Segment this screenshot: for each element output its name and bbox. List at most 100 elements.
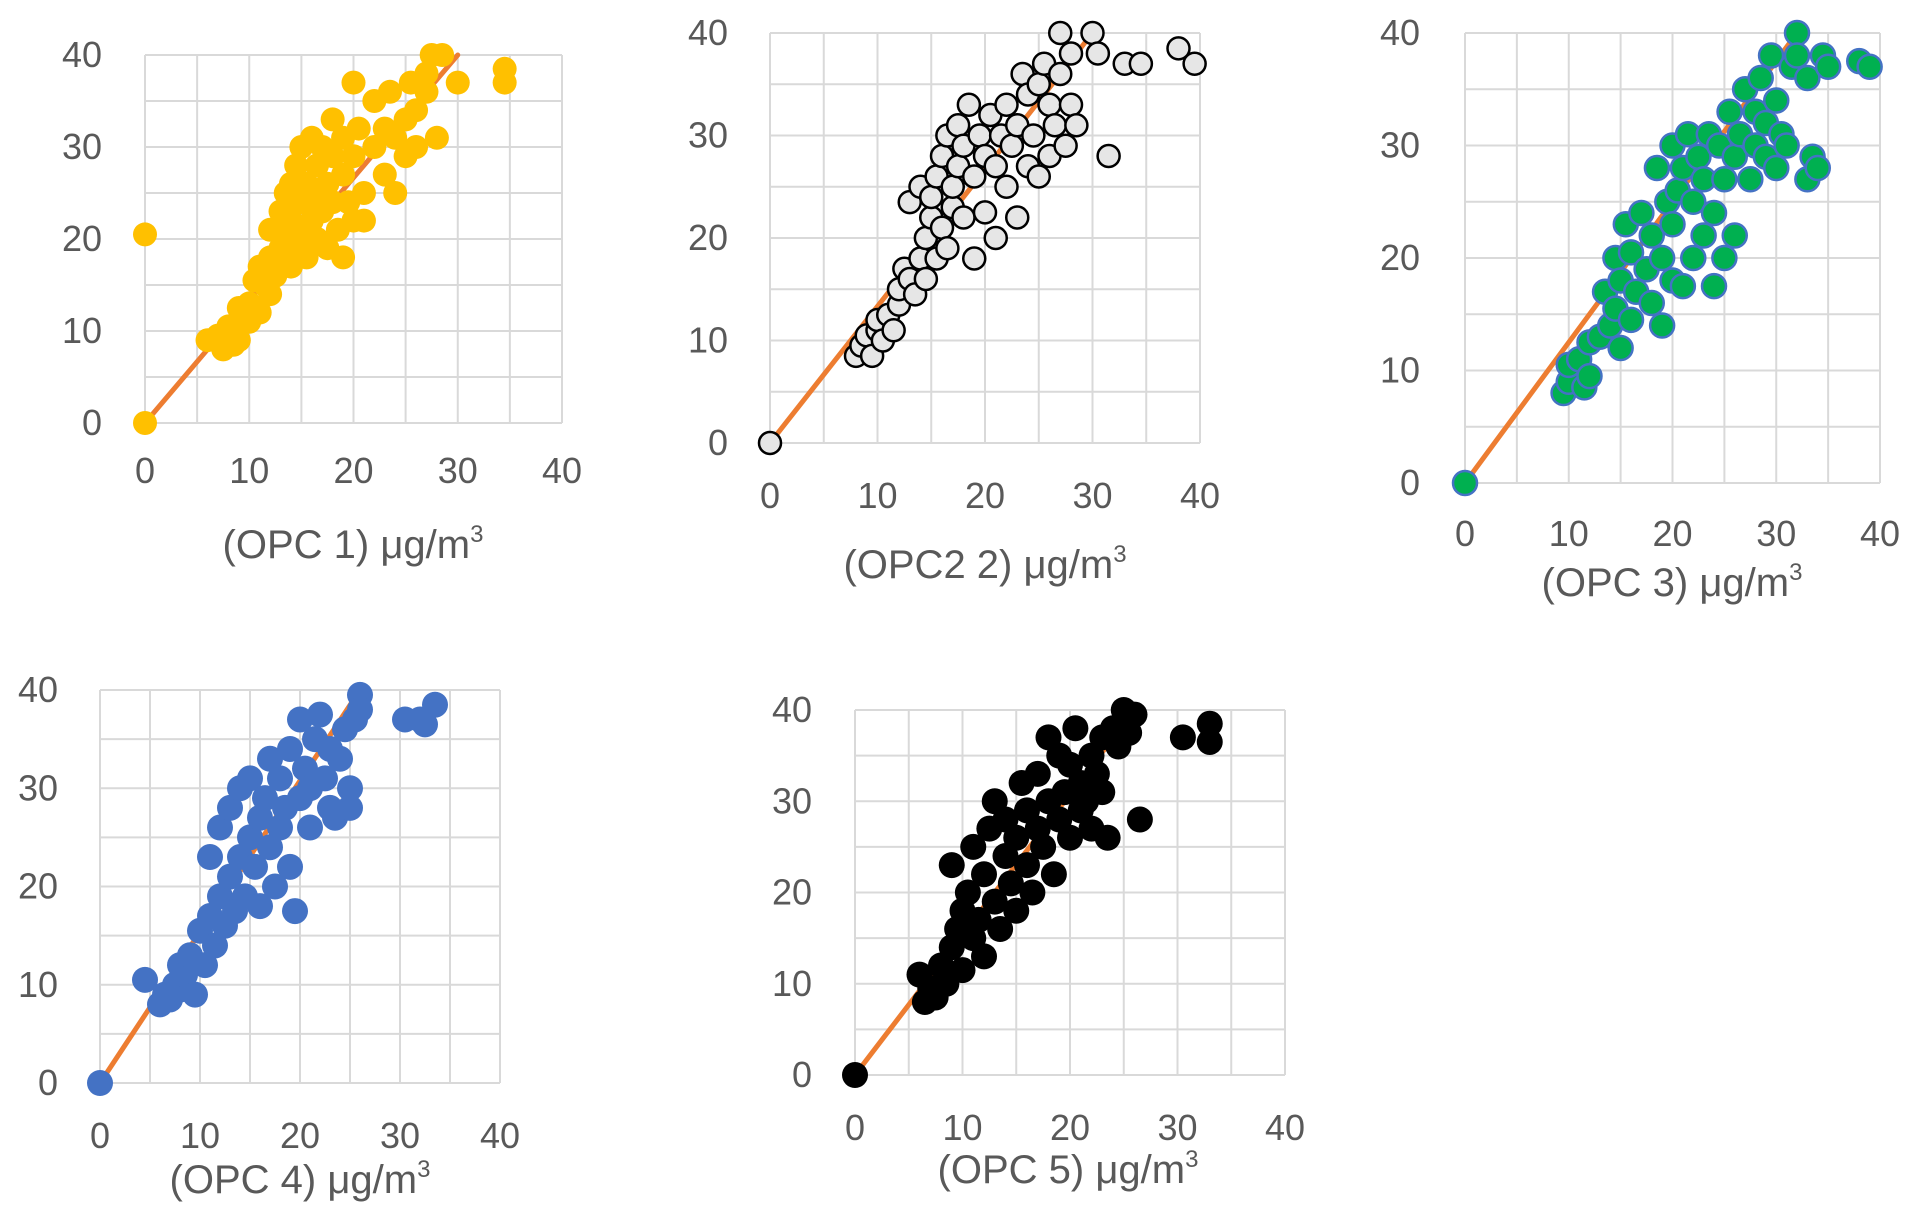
data-point — [267, 814, 293, 841]
x-tick-label: 40 — [1180, 475, 1220, 516]
data-point — [1763, 87, 1790, 114]
data-point — [1856, 53, 1883, 80]
x-tick-label: 40 — [1265, 1107, 1305, 1148]
y-tick-label: 40 — [62, 34, 102, 75]
data-point — [1617, 239, 1645, 266]
x-axis-label-text: (OPC 1) μg/m — [223, 523, 471, 567]
gridlines — [769, 32, 1201, 444]
data-point — [258, 282, 283, 307]
y-tick-label: 10 — [772, 963, 812, 1004]
y-tick-label: 10 — [18, 964, 58, 1005]
data-point — [913, 266, 939, 292]
x-axis-label-superscript: 3 — [417, 1156, 430, 1183]
data-point — [1783, 42, 1811, 69]
x-tick-label: 0 — [760, 475, 780, 516]
gridlines — [144, 54, 563, 424]
data-point — [445, 70, 470, 95]
x-tick-label: 20 — [1652, 513, 1692, 554]
data-point — [337, 775, 363, 802]
data-point — [983, 154, 1008, 179]
x-tick-label: 30 — [380, 1115, 420, 1156]
data-point — [1700, 272, 1728, 300]
x-tick-label: 40 — [1860, 513, 1900, 554]
data-point — [1804, 154, 1831, 182]
x-tick-label: 20 — [965, 475, 1005, 516]
data-point — [1089, 779, 1116, 806]
data-point — [267, 765, 293, 792]
data-point — [247, 893, 273, 920]
data-point — [257, 834, 283, 861]
data-point — [351, 181, 376, 205]
y-tick-label: 20 — [18, 866, 58, 907]
data-point — [949, 957, 976, 984]
data-point — [981, 888, 1008, 915]
data-point — [1003, 897, 1030, 924]
data-point — [217, 794, 243, 821]
x-tick-label: 40 — [542, 450, 582, 491]
data-point — [999, 133, 1025, 158]
data-points — [87, 681, 448, 1096]
data-point — [1628, 199, 1655, 227]
data-point — [422, 691, 448, 718]
data-point — [1021, 123, 1046, 148]
x-tick-label: 0 — [1455, 513, 1475, 554]
data-point — [1643, 154, 1671, 182]
data-point — [951, 205, 976, 230]
data-point — [971, 861, 997, 888]
data-point — [1053, 133, 1078, 158]
chart-opc1: 0 10 20 30 40 0 10 20 30 40 (OPC 1) μg/m3 — [62, 34, 582, 567]
data-point — [1196, 710, 1223, 737]
data-point — [237, 824, 263, 851]
data-point — [252, 785, 278, 812]
data-point — [217, 863, 243, 890]
data-points — [842, 697, 1223, 1088]
chart-opc5: 0 10 20 30 40 0 10 20 30 40 (OPC 5) μg/m3 — [772, 689, 1305, 1192]
data-point — [282, 898, 308, 925]
y-tick-label: 40 — [688, 12, 728, 53]
data-point — [347, 696, 373, 723]
data-point — [133, 411, 157, 435]
y-tick-label: 30 — [18, 767, 58, 808]
data-point — [971, 943, 997, 970]
data-point — [935, 236, 960, 261]
y-tick-label: 30 — [772, 780, 812, 821]
data-point — [383, 125, 408, 150]
data-point — [842, 1062, 868, 1088]
x-axis-label-superscript: 3 — [1113, 541, 1126, 568]
data-point — [307, 701, 333, 728]
data-point — [1737, 166, 1764, 193]
data-point — [414, 79, 439, 104]
data-point — [1648, 312, 1676, 339]
data-point — [1451, 469, 1479, 497]
data-point — [1169, 724, 1196, 751]
data-point — [940, 174, 965, 199]
data-point — [1711, 244, 1738, 272]
y-tick-label: 20 — [1380, 237, 1420, 278]
data-point — [1669, 272, 1697, 300]
x-axis-label: (OPC 5) μg/m3 — [938, 1146, 1199, 1192]
y-tick-label: 20 — [688, 217, 728, 258]
data-point — [1080, 20, 1105, 46]
x-tick-label: 0 — [90, 1115, 110, 1156]
data-point — [1763, 154, 1790, 182]
data-point — [287, 706, 313, 733]
x-axis-label: (OPC 3) μg/m3 — [1542, 559, 1803, 605]
data-point — [1773, 132, 1800, 159]
data-point — [1005, 205, 1030, 230]
data-point — [1048, 61, 1073, 87]
y-tick-label: 0 — [1400, 462, 1420, 503]
data-point — [965, 906, 992, 933]
y-tick-label: 0 — [82, 402, 102, 443]
y-tick-label: 40 — [772, 689, 812, 730]
data-point — [412, 711, 438, 738]
data-point — [1037, 92, 1062, 117]
data-point — [257, 745, 283, 772]
data-point — [983, 225, 1008, 251]
data-point — [242, 853, 268, 880]
data-point — [331, 245, 356, 270]
x-tick-label: 20 — [1050, 1107, 1090, 1148]
data-point — [994, 174, 1019, 199]
data-point — [1085, 41, 1111, 66]
data-point — [1680, 244, 1707, 272]
data-point — [277, 735, 303, 762]
